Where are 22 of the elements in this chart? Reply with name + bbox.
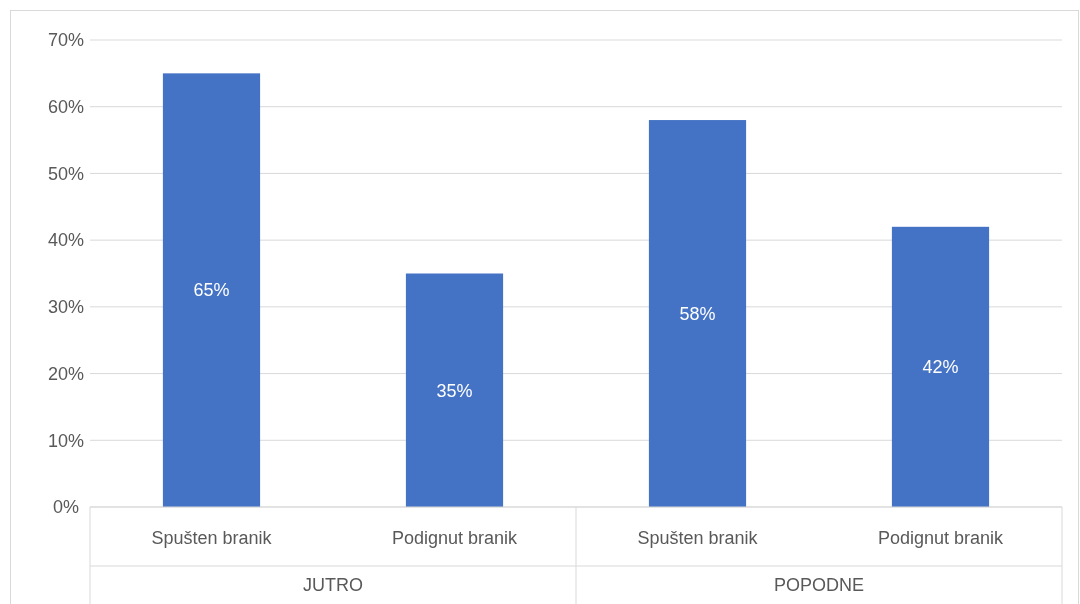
y-tick-label: 50%	[47, 163, 85, 184]
x-tick-label: Podignut branik	[877, 528, 1005, 549]
x-tick-label: Spušten branik	[151, 528, 273, 549]
y-tick-label: 40%	[47, 230, 85, 251]
data-label: 42%	[922, 357, 959, 378]
data-label: 65%	[193, 280, 230, 301]
bar	[648, 120, 747, 507]
y-tick-label: 60%	[47, 97, 85, 118]
bar	[405, 273, 504, 507]
text: JUTRO	[303, 575, 363, 596]
text: POPODNE	[773, 575, 865, 596]
y-tick-label: 0%	[52, 497, 80, 518]
y-tick-label: 70%	[47, 30, 85, 51]
x-tick-label: Spušten branik	[637, 528, 759, 549]
bar	[891, 226, 990, 507]
y-tick-label: 10%	[47, 430, 85, 451]
bar	[162, 73, 261, 507]
y-tick-label: 30%	[47, 297, 85, 318]
y-tick-label: 20%	[47, 363, 85, 384]
data-label: 58%	[679, 303, 716, 324]
x-tick-label: Podignut branik	[391, 528, 519, 549]
data-label: 35%	[436, 380, 473, 401]
